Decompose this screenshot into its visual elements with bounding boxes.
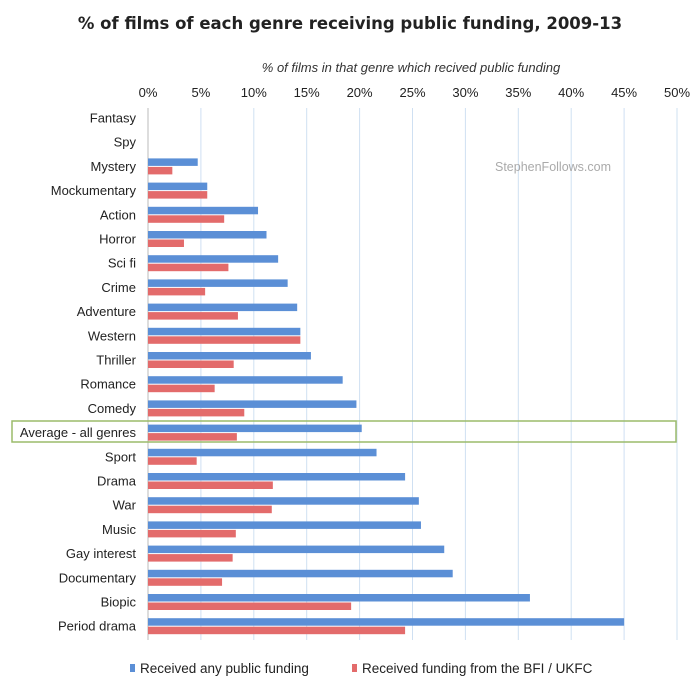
legend-label: Received any public funding (140, 661, 309, 676)
category-label: Thriller (96, 353, 136, 368)
x-tick-label: 15% (294, 85, 320, 100)
bar-any-public-funding (148, 545, 445, 554)
bar-any-public-funding (148, 569, 453, 578)
bar-any-public-funding (148, 327, 301, 336)
legend-swatch (352, 664, 357, 672)
category-label: Music (102, 522, 136, 537)
category-label: Gay interest (66, 546, 136, 561)
x-axis-label: % of films in that genre which recived p… (262, 60, 561, 75)
bar-any-public-funding (148, 158, 198, 166)
category-label: Comedy (88, 401, 137, 416)
category-label: Average - all genres (20, 425, 137, 440)
category-label: Period drama (58, 619, 137, 634)
x-tick-label: 10% (241, 85, 267, 100)
bar-any-public-funding (148, 303, 298, 312)
bar-bfi-ukfc-funding (148, 626, 406, 635)
category-label: Sport (105, 449, 136, 464)
category-label: Adventure (77, 304, 136, 319)
bars (148, 158, 625, 635)
bar-bfi-ukfc-funding (148, 384, 215, 393)
bar-any-public-funding (148, 473, 406, 481)
category-label: Biopic (101, 595, 137, 610)
bar-bfi-ukfc-funding (148, 554, 233, 562)
bar-any-public-funding (148, 255, 279, 263)
bar-any-public-funding (148, 376, 343, 384)
category-labels: Fantasy Spy Mystery Mockumentary Action Horro… (20, 111, 137, 634)
chart-title: % of films of each genre receiving publi… (78, 14, 622, 33)
bar-bfi-ukfc-funding (148, 312, 238, 320)
bar-bfi-ukfc-funding (148, 360, 234, 368)
average-highlight-box (11, 420, 677, 443)
category-label: Crime (101, 280, 136, 295)
watermark: StephenFollows.com (495, 160, 611, 174)
bar-any-public-funding (148, 448, 377, 457)
legend-label: Received funding from the BFI / UKFC (362, 661, 593, 676)
x-axis-ticks: 0% 5% 10% 15% 20% 25% 30% 35% 40% 45% 50% (139, 85, 691, 100)
category-label: Western (88, 328, 136, 343)
category-label: Sci fi (108, 256, 136, 271)
bar-any-public-funding (148, 618, 625, 626)
bar-bfi-ukfc-funding (148, 457, 197, 465)
bar-any-public-funding (148, 594, 530, 602)
x-tick-label: 30% (452, 85, 478, 100)
x-tick-label: 5% (192, 85, 211, 100)
bar-bfi-ukfc-funding (148, 602, 352, 610)
x-tick-label: 20% (347, 85, 373, 100)
bar-any-public-funding (148, 424, 362, 433)
category-label: Romance (80, 377, 136, 392)
bar-bfi-ukfc-funding (148, 408, 245, 417)
bar-any-public-funding (148, 206, 259, 215)
bar-any-public-funding (148, 231, 267, 239)
bar-bfi-ukfc-funding (148, 336, 301, 344)
bar-bfi-ukfc-funding (148, 166, 173, 175)
bar-any-public-funding (148, 352, 311, 360)
bar-bfi-ukfc-funding (148, 239, 184, 247)
x-tick-label: 0% (139, 85, 158, 100)
category-label: Documentary (59, 570, 137, 585)
category-label: Mystery (91, 159, 137, 174)
bar-bfi-ukfc-funding (148, 191, 208, 199)
bar-any-public-funding (148, 497, 419, 505)
category-label: Action (100, 207, 136, 222)
x-tick-label: 25% (399, 85, 425, 100)
bar-bfi-ukfc-funding (148, 505, 272, 514)
category-label: Fantasy (90, 111, 137, 126)
bar-bfi-ukfc-funding (148, 529, 236, 538)
bar-any-public-funding (148, 279, 288, 287)
x-tick-label: 45% (611, 85, 637, 100)
x-tick-label: 50% (664, 85, 690, 100)
category-label: Drama (97, 474, 137, 489)
bar-any-public-funding (148, 521, 421, 529)
bar-bfi-ukfc-funding (148, 481, 273, 489)
bar-bfi-ukfc-funding (148, 433, 237, 441)
x-tick-label: 35% (505, 85, 531, 100)
legend: Received any public funding Received fund… (130, 661, 593, 676)
legend-swatch (130, 664, 135, 672)
bar-bfi-ukfc-funding (148, 578, 223, 586)
bar-bfi-ukfc-funding (148, 263, 229, 272)
bar-any-public-funding (148, 182, 208, 191)
category-label: Mockumentary (51, 183, 137, 198)
category-label: War (113, 498, 137, 513)
x-tick-label: 40% (558, 85, 584, 100)
category-label: Horror (99, 232, 137, 247)
category-label: Spy (114, 135, 137, 150)
bar-bfi-ukfc-funding (148, 287, 206, 296)
bar-any-public-funding (148, 400, 357, 408)
bar-bfi-ukfc-funding (148, 215, 225, 223)
